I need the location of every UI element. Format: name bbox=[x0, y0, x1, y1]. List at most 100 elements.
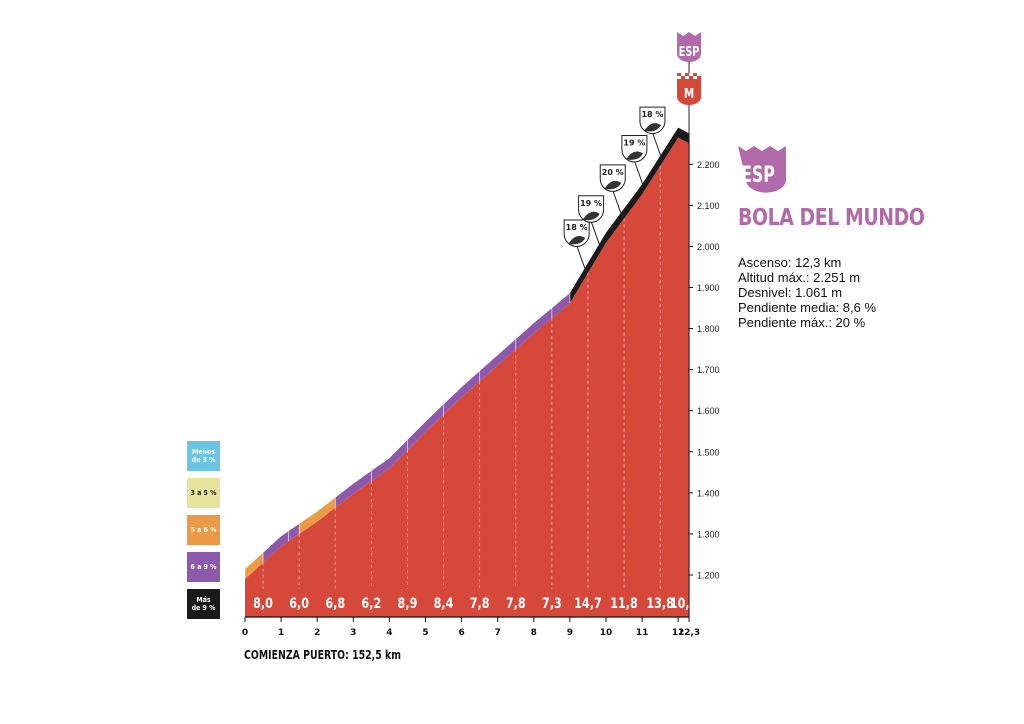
legend-3-5: 3 a 5 % bbox=[187, 478, 220, 508]
stat-max-altitude: Altitud máx.: 2.251 m bbox=[738, 270, 861, 285]
gradient-band bbox=[245, 552, 264, 580]
category-badge-label: ESP bbox=[741, 161, 775, 187]
legend-label: 6 a 9 % bbox=[190, 563, 217, 571]
y-tick-label: 1.200 bbox=[697, 571, 720, 581]
badge-label: 19 % bbox=[623, 138, 645, 147]
km-gradient-label: 11,8 bbox=[610, 595, 638, 612]
finish-check bbox=[677, 73, 682, 76]
gradient-band bbox=[479, 339, 516, 382]
legend-less-3: Menos de 3 % bbox=[187, 441, 220, 471]
x-tick-label: 12,3 bbox=[678, 628, 700, 638]
category-badge-shape bbox=[738, 146, 786, 193]
km-gradient-label: 6,8 bbox=[325, 595, 345, 612]
stat-max-gradient: Pendiente máx.: 20 % bbox=[738, 315, 866, 330]
gradient-band bbox=[335, 470, 372, 508]
y-tick-label: 1.900 bbox=[697, 283, 720, 293]
slope-badge: 20 % bbox=[599, 164, 626, 218]
x-tick-label: 3 bbox=[350, 628, 356, 638]
finish-check bbox=[697, 73, 702, 76]
legend-label: Menos de 3 % bbox=[191, 448, 216, 464]
finish-check bbox=[685, 76, 690, 79]
finish-check bbox=[681, 73, 686, 76]
x-tick-label: 5 bbox=[422, 628, 428, 638]
category-badge: ESP bbox=[738, 146, 786, 193]
legend-more-9: Más de 9 % bbox=[187, 589, 220, 619]
x-tick-label: 4 bbox=[386, 628, 392, 638]
finish-check bbox=[697, 76, 702, 79]
x-tick-label: 12 bbox=[672, 628, 685, 638]
legend-6-9: 6 a 9 % bbox=[187, 552, 220, 582]
start-note: COMIENZA PUERTO: 152,5 km bbox=[244, 648, 401, 662]
y-tick-label: 2.100 bbox=[697, 201, 720, 211]
badge-leader bbox=[611, 188, 623, 218]
stat-elevation-gain: Desnivel: 1.061 m bbox=[738, 285, 843, 300]
gradient-band bbox=[515, 308, 552, 350]
meta-badge-label: M bbox=[684, 86, 694, 101]
slope-badge: 18 % bbox=[563, 219, 590, 273]
km-gradient-label: 6,0 bbox=[289, 595, 309, 612]
y-tick-label: 2.200 bbox=[697, 160, 720, 170]
x-tick-label: 8 bbox=[531, 628, 537, 638]
x-tick-label: 1 bbox=[278, 628, 284, 638]
slope-badge: 18 % bbox=[639, 106, 666, 160]
badge-label: 20 % bbox=[602, 168, 624, 177]
finish-check bbox=[689, 76, 694, 79]
esp-badge-label: ESP bbox=[679, 44, 700, 60]
esp-badge-shape bbox=[677, 32, 702, 62]
badge-slope-icon bbox=[582, 211, 600, 221]
km-gradient-label: 6,2 bbox=[361, 595, 381, 612]
legend-5-6: 5 a 6 % bbox=[187, 515, 220, 545]
finish-check bbox=[685, 73, 690, 76]
km-gradient-label: 10,2 bbox=[670, 595, 698, 612]
km-gradient-label: 7,8 bbox=[470, 595, 490, 612]
y-tick-label: 1.800 bbox=[697, 324, 720, 334]
badge-leader bbox=[633, 159, 645, 188]
legend-label: 5 a 6 % bbox=[190, 526, 217, 534]
stat-avg-gradient: Pendiente media: 8,6 % bbox=[738, 300, 877, 315]
badge-slope-icon bbox=[625, 151, 643, 160]
badge-slope-icon bbox=[643, 123, 661, 132]
gradient-band bbox=[407, 404, 444, 450]
km-gradient-label: 14,7 bbox=[574, 595, 602, 612]
y-tick-label: 2.000 bbox=[697, 242, 720, 252]
y-tick-label: 1.400 bbox=[697, 488, 720, 498]
y-tick-label: 1.700 bbox=[697, 365, 720, 375]
stat-ascent: Ascenso: 12,3 km bbox=[738, 255, 842, 270]
finish-check bbox=[681, 76, 686, 79]
badge-slope-icon bbox=[604, 180, 622, 190]
gradient-band bbox=[551, 293, 570, 319]
profile-area bbox=[245, 137, 690, 617]
x-tick-label: 10 bbox=[600, 628, 613, 638]
y-tick-label: 1.500 bbox=[697, 447, 720, 457]
y-tick-label: 1.600 bbox=[697, 406, 720, 416]
badge-leader bbox=[651, 130, 663, 160]
km-gradient-label: 13,8 bbox=[646, 595, 674, 612]
x-tick-label: 11 bbox=[636, 628, 649, 638]
finish-check bbox=[693, 73, 698, 76]
gradient-band bbox=[371, 439, 408, 481]
slope-badge: 19 % bbox=[621, 134, 648, 188]
summit-markers: ESP M bbox=[677, 32, 702, 140]
finish-check bbox=[693, 76, 698, 79]
km-gradient-label: 7,8 bbox=[506, 595, 526, 612]
x-tick-label: 0 bbox=[242, 628, 248, 638]
legend-label: 3 a 5 % bbox=[190, 489, 217, 497]
legend-label: Más de 9 % bbox=[191, 596, 216, 612]
km-gradient-label: 8,4 bbox=[434, 595, 454, 612]
badge-leader bbox=[590, 219, 602, 248]
gradient-band bbox=[263, 531, 289, 563]
badge-leader bbox=[575, 243, 587, 273]
gradient-band bbox=[299, 497, 336, 534]
meta-badge-shape bbox=[677, 79, 702, 105]
finish-check bbox=[677, 76, 682, 79]
x-tick-label: 9 bbox=[567, 628, 573, 638]
badge-label: 19 % bbox=[580, 199, 602, 208]
finish-check bbox=[689, 73, 694, 76]
x-tick-label: 7 bbox=[495, 628, 501, 638]
x-tick-label: 2 bbox=[314, 628, 320, 638]
slope-badge: 19 % bbox=[578, 195, 605, 248]
climb-name: BOLA DEL MUNDO bbox=[738, 205, 925, 231]
gradient-band bbox=[443, 371, 480, 415]
badge-slope-icon bbox=[568, 235, 586, 245]
